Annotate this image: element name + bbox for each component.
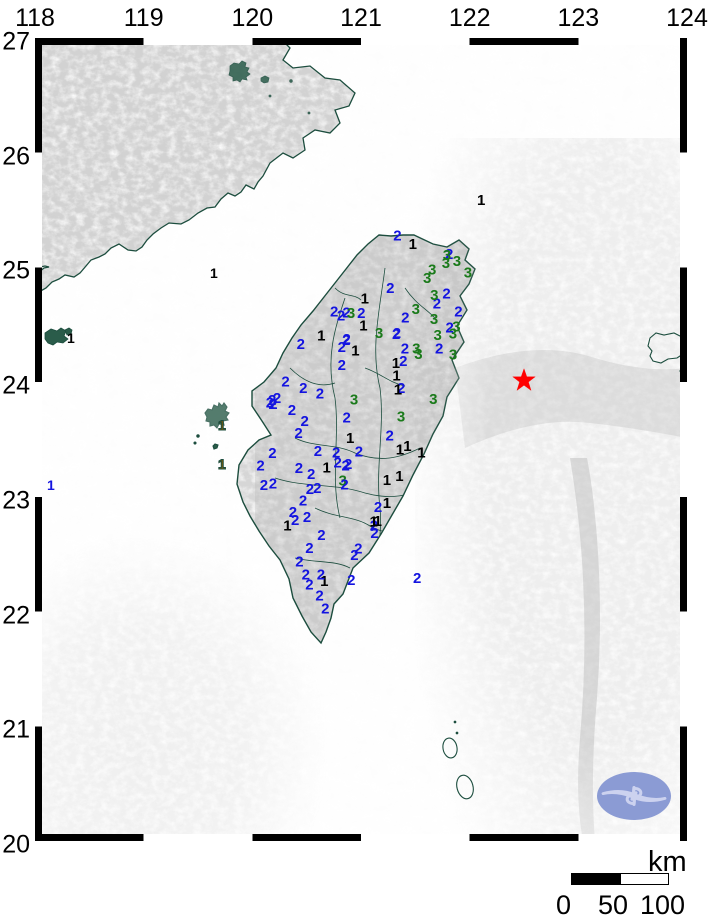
- svg-text:1: 1: [403, 438, 411, 455]
- svg-text:1: 1: [370, 513, 378, 530]
- svg-text:2: 2: [299, 380, 307, 397]
- svg-text:3: 3: [412, 301, 420, 318]
- svg-text:3: 3: [412, 341, 420, 358]
- svg-text:1: 1: [392, 355, 400, 372]
- svg-text:2: 2: [442, 286, 450, 303]
- svg-text:3: 3: [430, 311, 438, 328]
- svg-text:1: 1: [394, 382, 402, 399]
- svg-text:2: 2: [321, 601, 329, 618]
- svg-text:2: 2: [338, 339, 346, 356]
- svg-text:2: 2: [338, 357, 346, 374]
- svg-text:2: 2: [289, 504, 297, 521]
- svg-text:1: 1: [351, 343, 359, 360]
- svg-text:3: 3: [452, 318, 460, 335]
- svg-text:2: 2: [393, 325, 401, 342]
- svg-text:3: 3: [428, 262, 436, 279]
- svg-text:1: 1: [218, 456, 226, 472]
- svg-text:3: 3: [350, 391, 358, 408]
- svg-text:1: 1: [383, 472, 391, 489]
- svg-text:1: 1: [346, 430, 354, 447]
- svg-text:1: 1: [383, 495, 391, 512]
- svg-text:1: 1: [417, 444, 425, 461]
- svg-text:2: 2: [334, 455, 342, 472]
- svg-text:2: 2: [307, 466, 315, 483]
- svg-text:2: 2: [268, 392, 276, 409]
- svg-text:3: 3: [453, 253, 461, 270]
- svg-text:2: 2: [350, 547, 358, 564]
- svg-text:1: 1: [317, 327, 325, 344]
- svg-text:1: 1: [395, 468, 403, 485]
- svg-text:2: 2: [269, 476, 277, 493]
- svg-text:2: 2: [297, 336, 305, 353]
- svg-text:3: 3: [347, 305, 355, 322]
- svg-text:2: 2: [316, 385, 324, 402]
- svg-text:2: 2: [281, 373, 289, 390]
- svg-text:2: 2: [268, 445, 276, 462]
- svg-text:2: 2: [401, 310, 409, 327]
- svg-text:2: 2: [256, 458, 264, 475]
- svg-text:2: 2: [295, 460, 303, 477]
- svg-text:2: 2: [340, 477, 348, 494]
- svg-text:1: 1: [323, 459, 331, 476]
- svg-text:1: 1: [210, 265, 218, 281]
- svg-text:3: 3: [449, 347, 457, 364]
- svg-text:3: 3: [434, 327, 442, 344]
- svg-text:2: 2: [260, 477, 268, 494]
- svg-text:2: 2: [303, 509, 311, 526]
- svg-text:1: 1: [359, 318, 367, 335]
- svg-text:2: 2: [299, 493, 307, 510]
- svg-text:3: 3: [443, 247, 451, 264]
- svg-text:3: 3: [397, 409, 405, 426]
- svg-text:3: 3: [464, 265, 472, 282]
- svg-text:1: 1: [218, 417, 226, 433]
- svg-text:2: 2: [343, 409, 351, 426]
- svg-text:1: 1: [47, 477, 55, 493]
- svg-text:2: 2: [399, 353, 407, 370]
- svg-text:2: 2: [317, 566, 325, 583]
- svg-text:2: 2: [305, 540, 313, 557]
- svg-text:2: 2: [393, 227, 401, 244]
- svg-text:2: 2: [314, 443, 322, 460]
- svg-text:2: 2: [301, 413, 309, 430]
- svg-text:1: 1: [67, 330, 75, 346]
- svg-text:2: 2: [347, 572, 355, 589]
- svg-text:2: 2: [344, 456, 352, 473]
- svg-text:2: 2: [302, 567, 310, 584]
- svg-text:1: 1: [477, 192, 485, 209]
- svg-text:2: 2: [288, 402, 296, 419]
- svg-text:2: 2: [386, 428, 394, 445]
- svg-text:2: 2: [413, 570, 421, 587]
- svg-text:3: 3: [375, 325, 383, 342]
- svg-text:2: 2: [454, 304, 462, 321]
- svg-text:2: 2: [355, 444, 363, 461]
- svg-text:3: 3: [430, 287, 438, 304]
- svg-text:1: 1: [409, 236, 417, 253]
- svg-text:2: 2: [317, 527, 325, 544]
- svg-text:2: 2: [386, 280, 394, 297]
- svg-text:3: 3: [429, 391, 437, 408]
